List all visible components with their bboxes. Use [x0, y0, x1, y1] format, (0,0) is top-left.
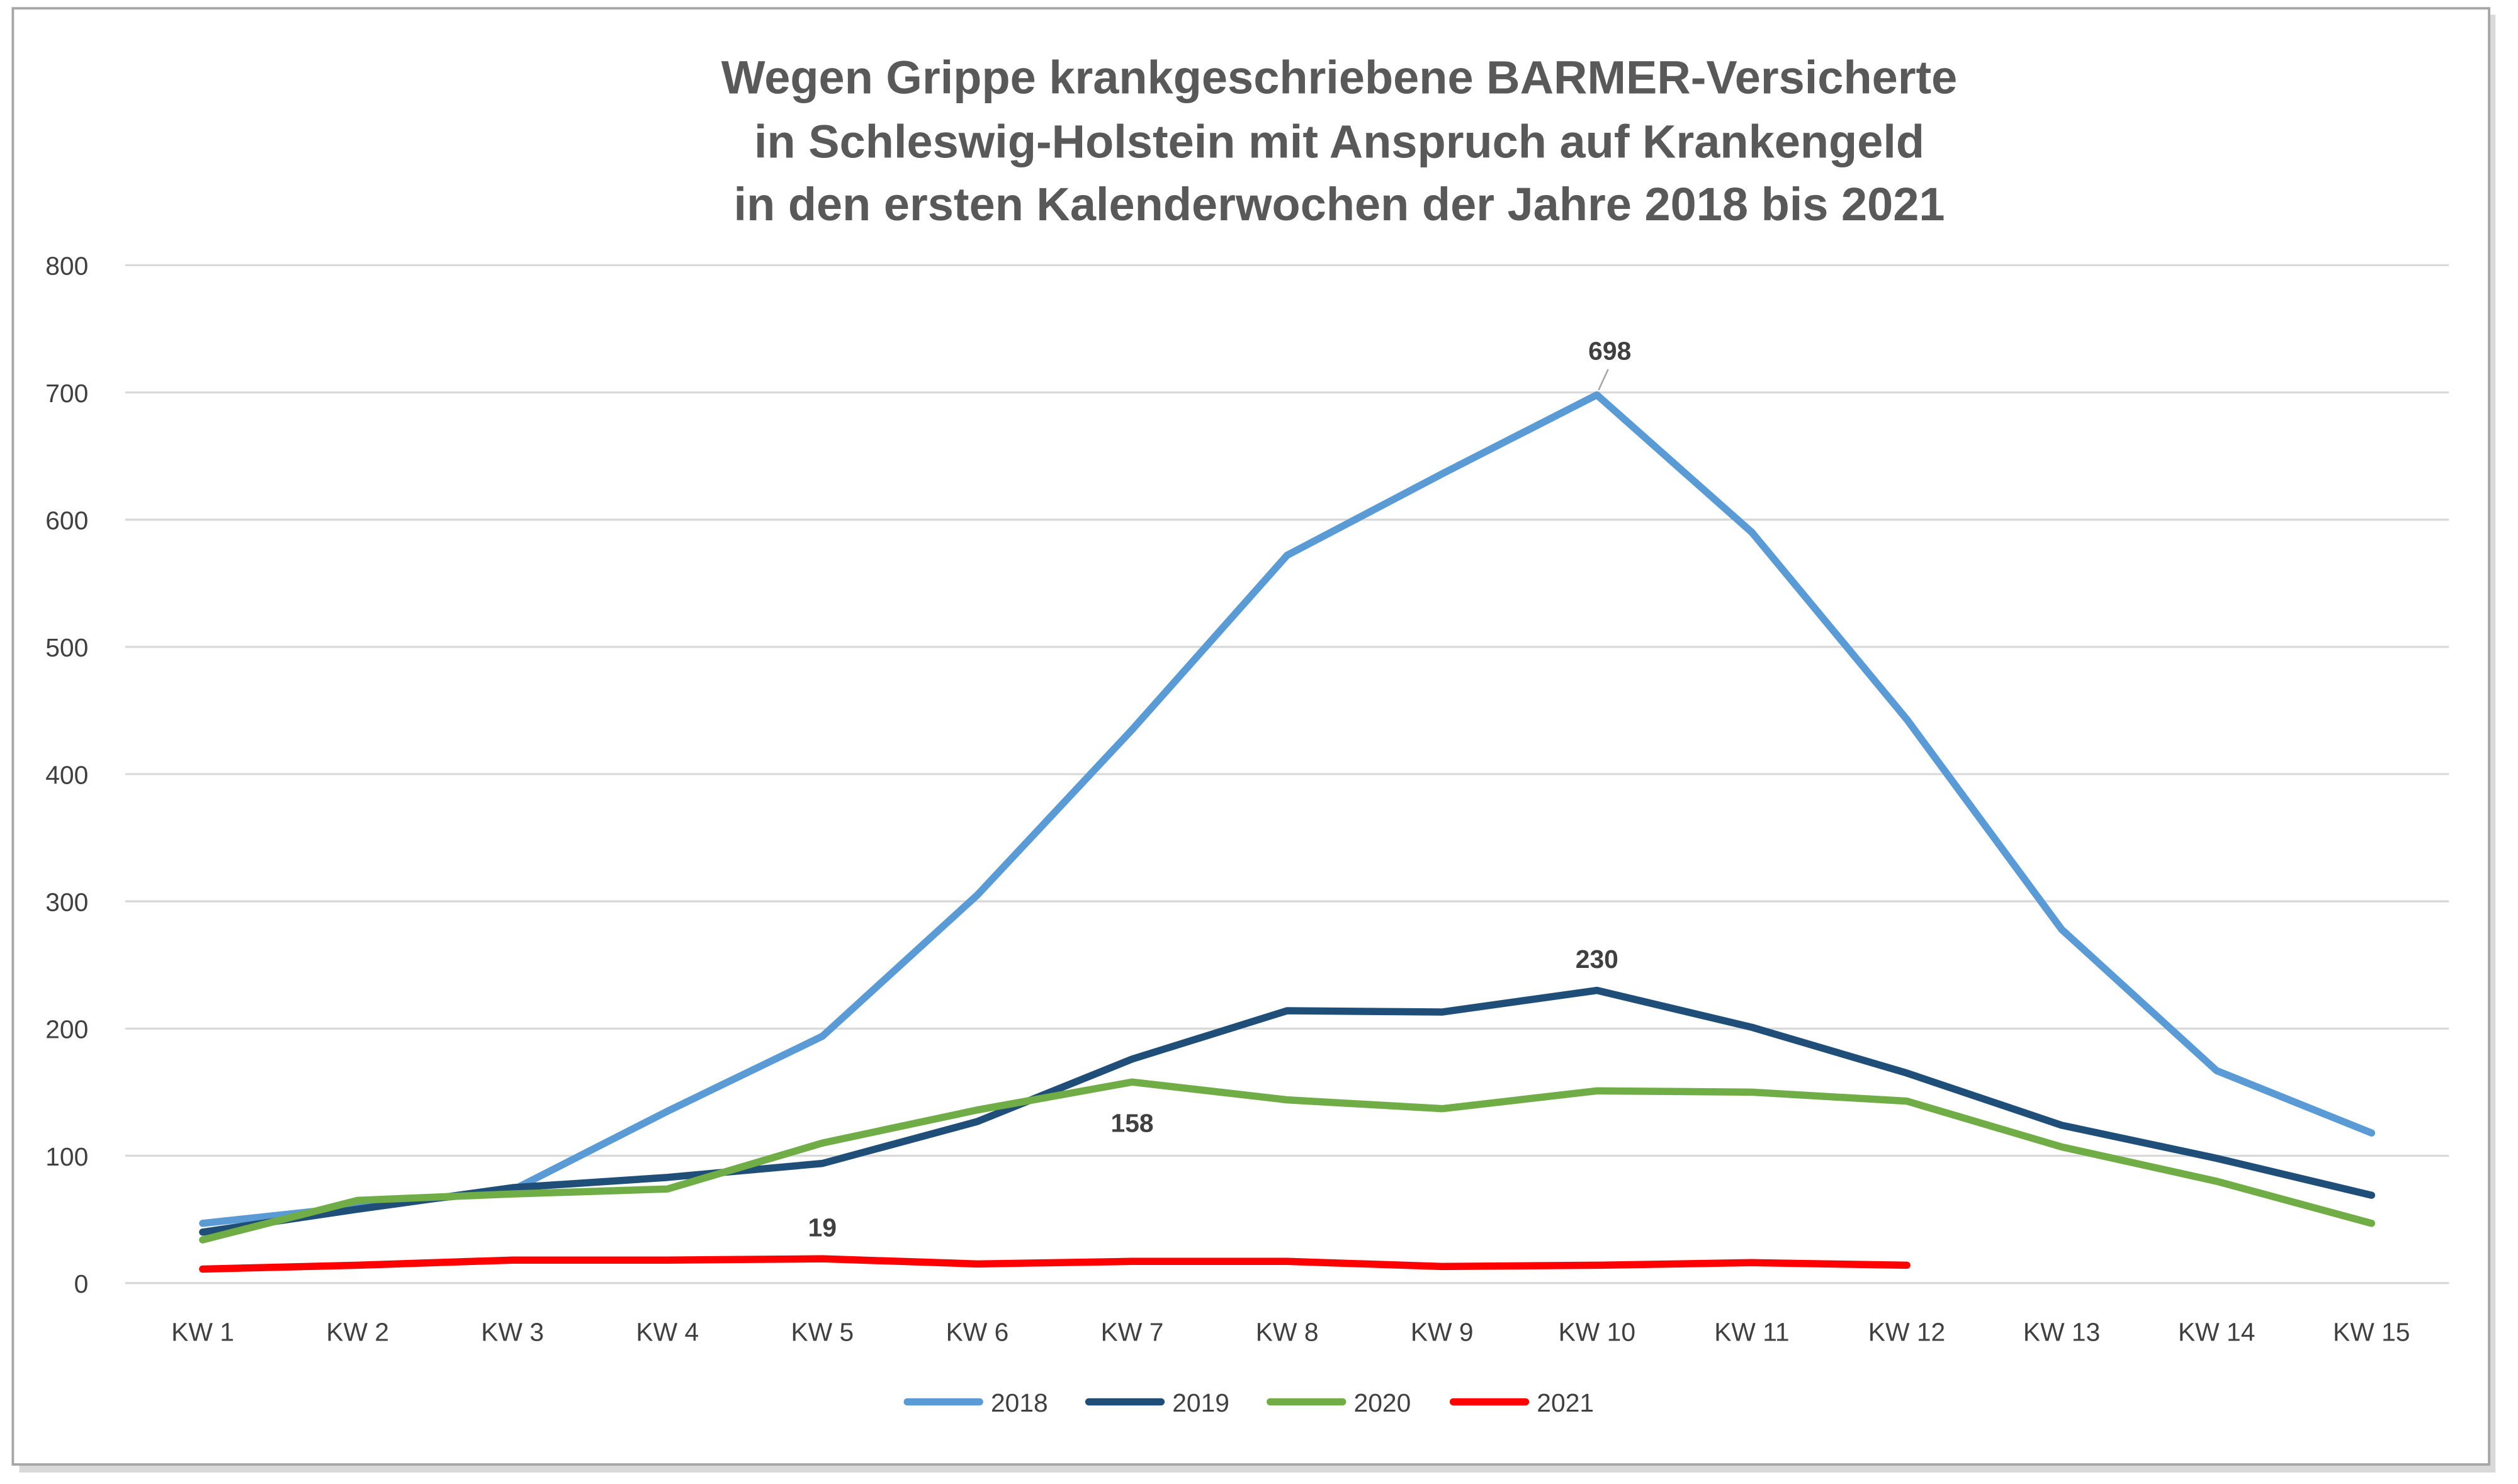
x-tick-label: KW 5: [791, 1318, 854, 1347]
series-line-2018: [199, 391, 2376, 1227]
x-tick-label: KW 4: [636, 1318, 699, 1347]
y-tick-label: 500: [45, 633, 88, 662]
chart-frame: [11, 7, 2490, 1466]
x-tick-label: KW 3: [481, 1318, 544, 1347]
data-label: 698: [1588, 336, 1631, 365]
x-tick-label: KW 13: [2023, 1318, 2100, 1347]
x-tick-label: KW 1: [171, 1318, 234, 1347]
chart-title-line-1: Wegen Grippe krankgeschriebene BARMER-Ve…: [721, 51, 1958, 103]
data-label: 19: [808, 1213, 837, 1242]
y-tick-label: 400: [45, 760, 88, 789]
x-tick-label: KW 10: [1559, 1318, 1635, 1347]
y-tick-label: 200: [45, 1015, 88, 1044]
legend-label-2019: 2019: [1172, 1388, 1229, 1417]
data-label: 158: [1111, 1108, 1154, 1137]
legend-label-2021: 2021: [1537, 1388, 1594, 1417]
y-tick-label: 800: [45, 252, 88, 281]
x-tick-label: KW 12: [1868, 1318, 1945, 1347]
x-tick-label: KW 15: [2333, 1318, 2410, 1347]
series-line-2020: [199, 1078, 2376, 1244]
y-tick-label: 0: [74, 1269, 89, 1298]
y-tick-label: 100: [45, 1142, 88, 1171]
x-tick-label: KW 6: [946, 1318, 1009, 1347]
x-tick-label: KW 8: [1256, 1318, 1319, 1347]
chart-title-line-2: in Schleswig-Holstein mit Anspruch auf K…: [754, 115, 1924, 167]
series-line-2021: [199, 1255, 1911, 1273]
x-tick-label: KW 14: [2178, 1318, 2255, 1347]
legend-label-2018: 2018: [991, 1388, 1048, 1417]
leader-line: [1598, 369, 1609, 391]
data-label: 230: [1576, 945, 1618, 974]
legend-label-2020: 2020: [1354, 1388, 1411, 1417]
x-tick-label: KW 9: [1411, 1318, 1474, 1347]
x-tick-label: KW 2: [326, 1318, 389, 1347]
x-tick-label: KW 7: [1101, 1318, 1164, 1347]
y-tick-label: 600: [45, 506, 88, 535]
y-tick-label: 300: [45, 887, 88, 916]
x-tick-label: KW 11: [1714, 1318, 1789, 1347]
chart-title-line-3: in den ersten Kalenderwochen der Jahre 2…: [734, 178, 1945, 230]
y-tick-label: 700: [45, 379, 88, 408]
series-line-2019: [199, 986, 2376, 1236]
